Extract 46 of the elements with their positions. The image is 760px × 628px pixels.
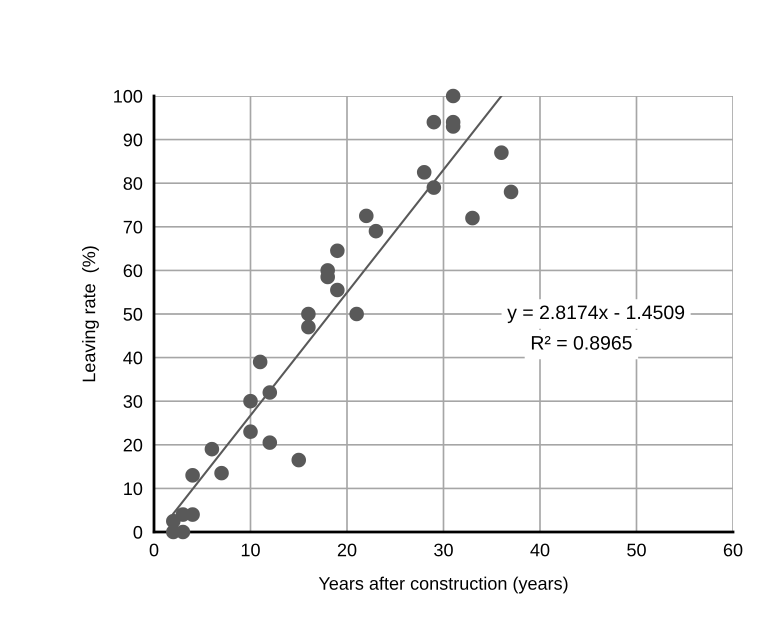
x-tick-label: 10: [242, 544, 260, 556]
point: [301, 306, 316, 322]
x-tick-label: 40: [530, 544, 550, 556]
point: [465, 210, 480, 226]
point: [330, 243, 345, 258]
point: [243, 424, 258, 440]
y-tick-label: 0: [134, 526, 142, 539]
y-tick-label: 60: [124, 264, 142, 278]
point: [446, 88, 460, 104]
annotation: R² = 0.8965: [532, 336, 632, 350]
point: [185, 468, 200, 483]
point: [504, 184, 518, 200]
point: [494, 145, 509, 160]
point: [262, 385, 278, 400]
x-tick-label: 30: [434, 544, 453, 556]
point: [426, 114, 442, 130]
x-tick-label: 20: [338, 544, 356, 556]
point: [349, 306, 364, 322]
point: [204, 442, 220, 456]
x-tick-label: 50: [627, 544, 646, 556]
x-axis-title: Years after construction (years): [318, 576, 568, 594]
point: [214, 466, 229, 480]
point: [416, 165, 432, 180]
y-tick-label: 30: [123, 395, 142, 408]
point: [368, 224, 384, 238]
y-tick-label: 100: [114, 90, 142, 103]
point: [262, 435, 278, 450]
x-tick-label: 0: [150, 544, 158, 556]
y-axis-title: Leaving rate (%): [82, 246, 99, 382]
point: [166, 514, 181, 528]
point: [330, 282, 345, 298]
point: [252, 354, 268, 370]
point: [359, 208, 374, 224]
x-tick-label: 60: [724, 544, 742, 556]
y-tick-label: 80: [124, 177, 142, 190]
y-tick-label: 40: [123, 352, 142, 364]
annotation: y = 2.8174x - 1.4509: [507, 305, 684, 324]
y-tick-label: 90: [124, 134, 142, 146]
point: [243, 394, 258, 408]
point: [301, 320, 316, 334]
y-tick-label: 50: [124, 308, 142, 321]
y-tick-label: 10: [124, 482, 142, 496]
y-tick-label: 70: [124, 220, 142, 234]
point: [291, 452, 306, 468]
y-tick-label: 20: [124, 438, 142, 452]
point: [426, 180, 442, 195]
